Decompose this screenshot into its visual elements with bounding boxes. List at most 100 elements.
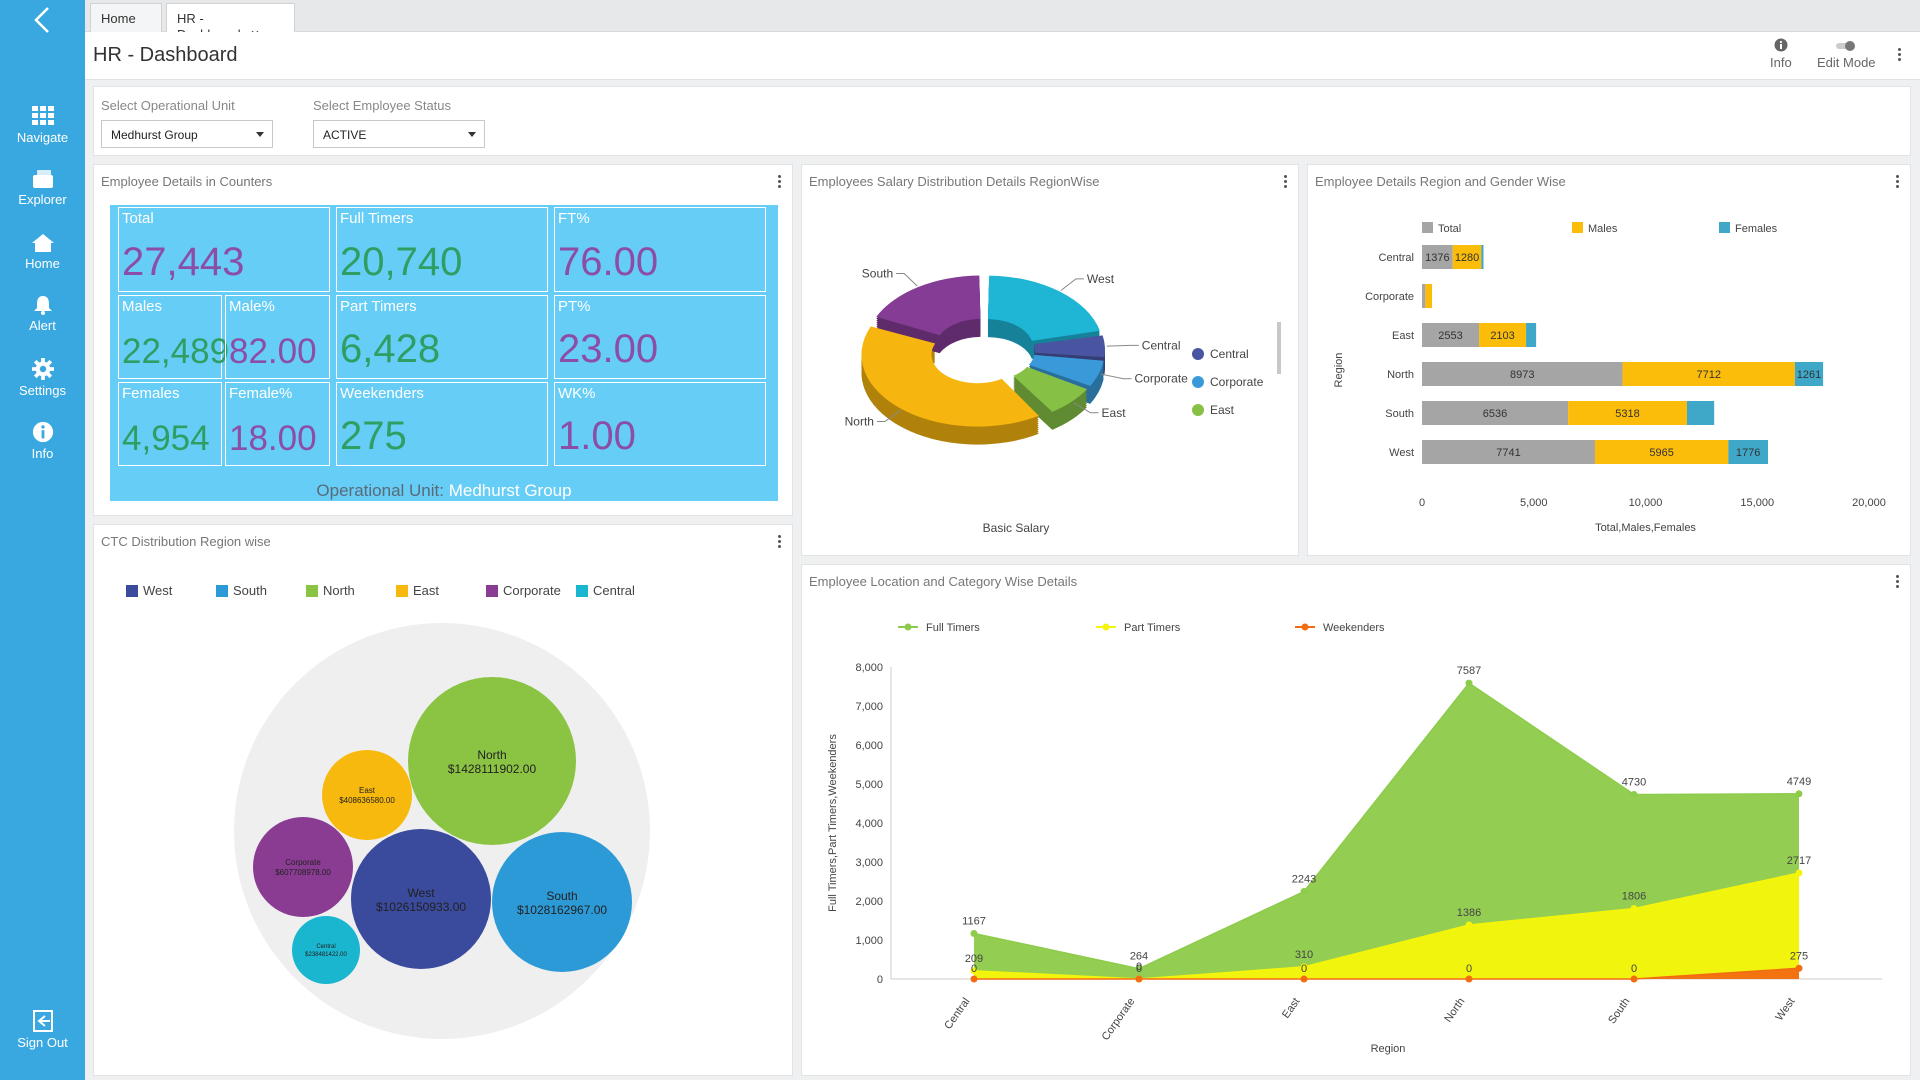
nav-label: Explorer (18, 192, 67, 207)
bubble-value-label: $408636580.00 (339, 796, 395, 805)
counter-value: 76.00 (558, 240, 659, 284)
legend-marker-east (1192, 404, 1204, 416)
panel-menu-icon[interactable] (778, 535, 782, 550)
more-options-icon[interactable] (1898, 48, 1902, 63)
legend-marker-east (396, 585, 408, 597)
counter-value: 27,443 (122, 240, 245, 284)
operational-unit-select[interactable]: Medhurst Group (101, 120, 273, 148)
x-tick-label: Central (942, 996, 972, 1032)
nav-item-info[interactable]: Info (0, 421, 85, 461)
counter-part-timers: Part Timers 6,428 (336, 295, 548, 379)
sign-out-button[interactable]: Sign Out (0, 1010, 85, 1050)
counter-value: 23.00 (558, 327, 659, 371)
data-label: 1167 (962, 915, 986, 927)
data-label: 1386 (1457, 907, 1481, 919)
tab-home[interactable]: Home (90, 3, 162, 32)
counters-panel: Employee Details in Counters Total 27,44… (93, 164, 793, 516)
bell-icon (33, 296, 52, 315)
bar-data-label: 7712 (1696, 369, 1720, 381)
counter-label: Total (122, 210, 154, 227)
edit-mode-label: Edit Mode (1817, 55, 1876, 70)
panel-menu-icon[interactable] (778, 175, 782, 190)
x-tick-label: North (1442, 996, 1467, 1025)
nav-item-settings[interactable]: Settings (0, 358, 85, 398)
counter-value: 82.00 (229, 332, 317, 371)
panel-title: Employee Details Region and Gender Wise (1315, 174, 1566, 189)
bar-segment-males (1452, 245, 1482, 269)
y-tick-label: 0 (877, 974, 883, 986)
bar-segment-females (1794, 362, 1824, 386)
counter-value: 22,489 (122, 332, 230, 371)
panel-menu-icon[interactable] (1284, 175, 1288, 190)
ctc-bubble-chart: West South North East Corporate CentralNorth$… (126, 583, 650, 1039)
counter-females: Females 4,954 (118, 382, 222, 466)
nav-item-home[interactable]: Home (0, 233, 85, 271)
x-tick-label: South (1606, 996, 1632, 1026)
donut-slice-corporate (1028, 354, 1104, 386)
legend-label-part-timers: Part Timers (1124, 622, 1181, 634)
bubble-name-label: North (477, 748, 506, 762)
operational-unit-caption: Operational Unit: Medhurst Group (110, 481, 778, 501)
nav-label: Home (25, 256, 60, 271)
data-point (970, 967, 978, 975)
nav-label: Navigate (16, 130, 69, 145)
area-weekenders (974, 968, 1799, 979)
tab-hr-dashboard[interactable]: HR - Dashboard× (166, 3, 295, 43)
y-tick-label: 7,000 (855, 701, 883, 713)
donut-slice-west (987, 275, 1100, 341)
bubble-south (492, 832, 632, 972)
donut-label-south: South (862, 266, 893, 280)
nav-item-navigate[interactable]: Navigate (0, 105, 85, 145)
donut-leader-line (896, 272, 918, 287)
data-label: 7587 (1457, 665, 1481, 677)
panel-menu-icon[interactable] (1896, 575, 1900, 590)
counters-grid: Total 27,443 Full Timers 20,740 FT% 76.0… (110, 205, 778, 501)
legend-label-west: West (143, 583, 173, 598)
y-tick-label: 1,000 (855, 935, 883, 947)
data-point (1135, 975, 1143, 983)
left-nav: Navigate Explorer Home Alert Settings In… (0, 0, 85, 1080)
panel-menu-icon[interactable] (1896, 175, 1900, 190)
legend-marker-west (126, 585, 138, 597)
info-button[interactable]: Info (1770, 38, 1792, 70)
area-full-timers (974, 683, 1799, 979)
x-tick-label: West (1773, 996, 1797, 1023)
donut-label-corporate: Corporate (1134, 372, 1188, 386)
bar-segment-females (1481, 245, 1484, 269)
data-label: 0 (1136, 961, 1142, 973)
bar-data-label: 1261 (1797, 369, 1821, 381)
counter-full-timers: Full Timers 20,740 (336, 207, 548, 292)
gender-bar-chart: Total Males Females Central 1376 1280 Corporat… (1333, 222, 1886, 534)
data-label: 2243 (1292, 874, 1316, 886)
caret-down-icon (468, 132, 476, 137)
info-label: Info (1770, 55, 1792, 70)
bubble-name-label: Central (316, 944, 335, 950)
bubble-value-label: $238481422.00 (305, 952, 347, 958)
y-axis-title: Region (1333, 353, 1345, 388)
data-point (970, 975, 978, 983)
nav-item-explorer[interactable]: Explorer (0, 169, 85, 207)
employee-status-value: ACTIVE (323, 128, 367, 142)
legend-marker-males (1572, 222, 1583, 233)
edit-mode-toggle[interactable]: Edit Mode (1817, 38, 1876, 70)
operational-unit-value: Medhurst Group (111, 128, 198, 142)
counter-label: Male% (229, 298, 275, 315)
nav-item-alert[interactable]: Alert (0, 295, 85, 333)
counter-label: Female% (229, 385, 293, 402)
line-full-timers (973, 682, 1800, 970)
data-point (970, 929, 978, 937)
y-tick-label: East (1392, 330, 1414, 342)
bar-data-label: 1376 (1425, 252, 1449, 264)
data-label: 4730 (1622, 777, 1646, 789)
employee-status-select[interactable]: ACTIVE (313, 120, 485, 148)
back-arrow-icon[interactable] (30, 4, 56, 36)
donut-leader-line (876, 409, 901, 423)
tab-label: Home (101, 11, 136, 26)
home-icon (31, 234, 54, 252)
bar-data-label: 1280 (1455, 252, 1479, 264)
salary-donut-chart: West Central Corporate East North South Centra… (845, 266, 1281, 535)
bar-segment-total (1422, 401, 1569, 425)
legend-label-weekenders: Weekenders (1323, 622, 1385, 634)
legend-label-corporate: Corporate (503, 583, 561, 598)
legend-marker-central (1192, 348, 1204, 360)
